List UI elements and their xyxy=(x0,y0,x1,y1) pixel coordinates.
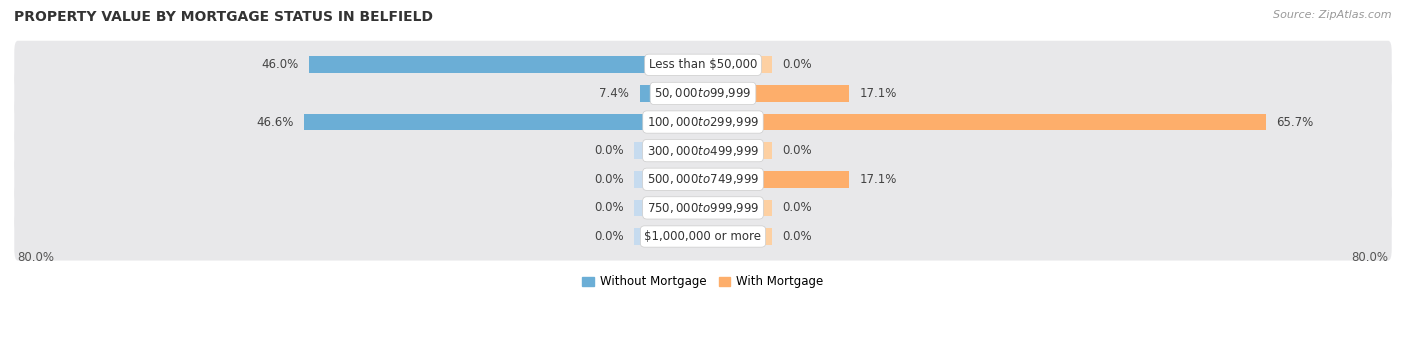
Text: 0.0%: 0.0% xyxy=(782,144,811,157)
Text: 0.0%: 0.0% xyxy=(782,202,811,214)
Bar xyxy=(703,142,772,159)
Bar xyxy=(703,57,772,73)
FancyBboxPatch shape xyxy=(14,69,1392,117)
Bar xyxy=(703,114,1265,130)
FancyBboxPatch shape xyxy=(14,127,1392,175)
Text: 0.0%: 0.0% xyxy=(782,58,811,71)
FancyBboxPatch shape xyxy=(14,184,1392,232)
Text: 0.0%: 0.0% xyxy=(595,144,624,157)
Bar xyxy=(703,171,849,188)
Bar xyxy=(634,171,703,188)
Bar xyxy=(634,142,703,159)
Bar xyxy=(703,228,772,245)
FancyBboxPatch shape xyxy=(14,212,1392,261)
Text: 0.0%: 0.0% xyxy=(595,202,624,214)
Bar xyxy=(703,199,772,216)
Bar xyxy=(703,85,849,102)
Text: $500,000 to $749,999: $500,000 to $749,999 xyxy=(647,172,759,186)
FancyBboxPatch shape xyxy=(14,41,1392,89)
Text: 80.0%: 80.0% xyxy=(18,251,55,265)
Text: $300,000 to $499,999: $300,000 to $499,999 xyxy=(647,144,759,158)
Text: 0.0%: 0.0% xyxy=(595,173,624,186)
Bar xyxy=(634,199,703,216)
Text: 80.0%: 80.0% xyxy=(1351,251,1388,265)
Bar xyxy=(309,57,703,73)
Text: 65.7%: 65.7% xyxy=(1277,116,1313,129)
Text: 7.4%: 7.4% xyxy=(599,87,630,100)
Text: $1,000,000 or more: $1,000,000 or more xyxy=(644,230,762,243)
Text: 0.0%: 0.0% xyxy=(782,230,811,243)
Text: Less than $50,000: Less than $50,000 xyxy=(648,58,758,71)
Text: Source: ZipAtlas.com: Source: ZipAtlas.com xyxy=(1274,10,1392,20)
Legend: Without Mortgage, With Mortgage: Without Mortgage, With Mortgage xyxy=(578,271,828,293)
Text: PROPERTY VALUE BY MORTGAGE STATUS IN BELFIELD: PROPERTY VALUE BY MORTGAGE STATUS IN BEL… xyxy=(14,10,433,24)
Bar xyxy=(634,228,703,245)
Bar xyxy=(640,85,703,102)
Text: $100,000 to $299,999: $100,000 to $299,999 xyxy=(647,115,759,129)
FancyBboxPatch shape xyxy=(14,98,1392,146)
Text: 0.0%: 0.0% xyxy=(595,230,624,243)
Text: 17.1%: 17.1% xyxy=(859,87,897,100)
Text: $750,000 to $999,999: $750,000 to $999,999 xyxy=(647,201,759,215)
Text: 17.1%: 17.1% xyxy=(859,173,897,186)
FancyBboxPatch shape xyxy=(14,155,1392,203)
Text: $50,000 to $99,999: $50,000 to $99,999 xyxy=(654,86,752,100)
Text: 46.6%: 46.6% xyxy=(256,116,294,129)
Text: 46.0%: 46.0% xyxy=(262,58,298,71)
Bar xyxy=(304,114,703,130)
